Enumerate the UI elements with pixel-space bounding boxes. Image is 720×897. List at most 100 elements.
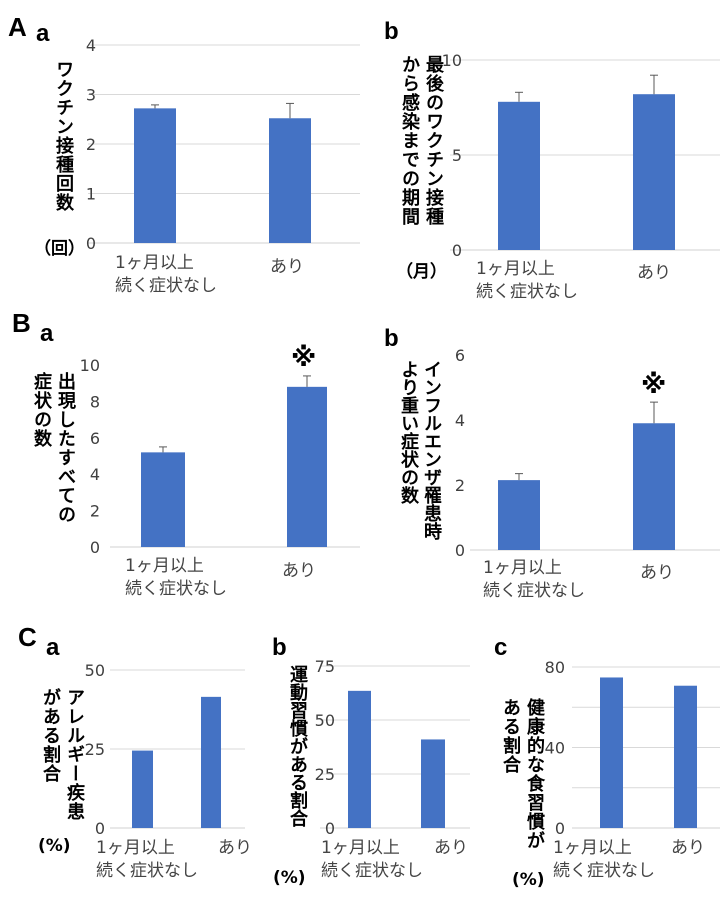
y-tick-label-Cb: 50 xyxy=(315,711,335,730)
bar-Cc-2 xyxy=(674,685,697,828)
category-line: 1ヶ月以上 xyxy=(553,838,632,858)
y-tick-label-Ab: 0 xyxy=(452,241,462,260)
y-tick-label-Ca: 0 xyxy=(95,819,105,838)
bar-Aa-1 xyxy=(134,108,176,243)
category-label-Ab-2: あり xyxy=(637,263,671,283)
category-label-Bb-2: あり xyxy=(640,563,674,583)
category-line: 1ヶ月以上 xyxy=(96,838,175,858)
bar-Cb-1 xyxy=(348,690,371,828)
bar-Bb-1 xyxy=(498,480,540,550)
category-label-Ba-1: 1ヶ月以上続く症状なし xyxy=(125,555,227,601)
category-label-Aa-1: 1ヶ月以上続く症状なし xyxy=(115,252,217,298)
ylabel-Cc-line1: 健康的な食習慣が xyxy=(524,698,545,850)
bar-Ba-1 xyxy=(141,452,185,547)
y-tick-label-Aa: 4 xyxy=(86,36,96,55)
ylabel-Bb-line2: より重い症状の数 xyxy=(398,360,419,504)
category-label-Cb-2: あり xyxy=(434,838,468,858)
y-tick-label-Cb: 75 xyxy=(315,657,335,676)
bar-Bb-2 xyxy=(633,423,675,550)
bar-Ab-2 xyxy=(633,94,675,250)
category-line: 続く症状なし xyxy=(115,276,217,296)
y-tick-label-Ba: 2 xyxy=(90,502,100,521)
y-tick-label-Cc: 0 xyxy=(555,819,565,838)
panel-label-A: A xyxy=(8,12,27,42)
category-label-Ba-2: あり xyxy=(282,561,316,581)
subpanel-label-Bb: b xyxy=(384,325,399,352)
significance-mark-Bb: ※ xyxy=(641,370,667,400)
y-tick-label-Cb: 25 xyxy=(315,765,335,784)
unit-Ca: (%) xyxy=(38,836,71,856)
subpanel-label-Cc: c xyxy=(494,634,508,661)
unit-Aa: （回） xyxy=(34,239,85,259)
category-line: 続く症状なし xyxy=(321,861,423,881)
category-line: 1ヶ月以上 xyxy=(321,838,400,858)
category-line: 続く症状なし xyxy=(483,581,585,601)
ylabel-Cc-line2: ある割合 xyxy=(500,698,521,774)
category-line: 続く症状なし xyxy=(96,861,198,881)
subpanel-label-Ba: a xyxy=(40,320,54,347)
y-tick-label-Ba: 4 xyxy=(90,465,100,484)
category-label-Bb-1: 1ヶ月以上続く症状なし xyxy=(483,557,585,603)
bar-Ca-2 xyxy=(201,696,221,828)
unit-Ab: （月） xyxy=(396,262,447,282)
y-tick-label-Aa: 1 xyxy=(86,185,96,204)
subpanel-label-Aa: a xyxy=(36,20,50,47)
category-line: 1ヶ月以上 xyxy=(483,558,562,578)
bar-Ba-2 xyxy=(287,386,327,547)
y-tick-label-Cc: 40 xyxy=(545,739,565,758)
bar-Cc-1 xyxy=(600,677,623,828)
category-line: 続く症状なし xyxy=(125,579,227,599)
ylabel-Ba-line2: 症状の数 xyxy=(31,372,52,448)
category-line: 続く症状なし xyxy=(476,282,578,302)
category-label-Ca-2: あり xyxy=(218,838,252,858)
y-tick-label-Cc: 80 xyxy=(545,658,565,677)
category-line: 1ヶ月以上 xyxy=(115,253,194,273)
ylabel-Ab-line1: 最後のワクチン接種 xyxy=(423,55,444,226)
category-line: 1ヶ月以上 xyxy=(125,556,204,576)
y-tick-label-Ca: 50 xyxy=(85,661,105,680)
unit-Cc: (%) xyxy=(512,870,545,890)
category-label-Cc-1: 1ヶ月以上続く症状なし xyxy=(553,837,655,883)
category-label-Aa-2: あり xyxy=(270,257,304,277)
category-line: 1ヶ月以上 xyxy=(476,259,555,279)
ylabel-Aa: ワクチン接種回数 xyxy=(53,60,74,212)
y-tick-label-Ca: 25 xyxy=(85,740,105,759)
category-label-Ca-1: 1ヶ月以上続く症状なし xyxy=(96,837,198,883)
y-tick-label-Ab: 5 xyxy=(452,146,462,165)
ylabel-Ca-line1: アレルギー疾患 xyxy=(64,688,85,821)
subpanel-label-Cb: b xyxy=(272,634,287,661)
subpanel-label-Ca: a xyxy=(46,634,60,661)
ylabel-Ca-line2: がある割合 xyxy=(40,688,61,783)
category-line: 続く症状なし xyxy=(553,861,655,881)
y-tick-label-Ab: 10 xyxy=(442,51,462,70)
category-label-Ab-1: 1ヶ月以上続く症状なし xyxy=(476,258,578,304)
panel-label-B: B xyxy=(12,308,31,338)
y-tick-label-Ba: 10 xyxy=(80,356,100,375)
significance-mark-Ba: ※ xyxy=(291,343,317,373)
y-tick-label-Ba: 6 xyxy=(90,429,100,448)
category-label-Cb-1: 1ヶ月以上続く症状なし xyxy=(321,837,423,883)
bar-Ab-1 xyxy=(498,101,540,250)
subpanel-label-Ab: b xyxy=(384,18,399,45)
ylabel-Bb-line1: インフルエンザ罹患時 xyxy=(421,360,442,540)
ylabel-Ba-line1: 出現したすべての xyxy=(55,372,76,524)
bar-Ca-1 xyxy=(132,750,153,828)
ylabel-Cb: 運動習慣がある割合 xyxy=(287,665,308,827)
y-tick-label-Aa: 3 xyxy=(86,86,96,105)
category-label-Cc-2: あり xyxy=(671,838,705,858)
panel-label-C: C xyxy=(18,622,37,652)
ylabel-Ab-line2: から感染までの期間 xyxy=(399,55,420,226)
y-tick-label-Aa: 0 xyxy=(86,234,96,253)
unit-Cb: (%) xyxy=(273,868,306,888)
y-tick-label-Bb: 6 xyxy=(455,346,465,365)
y-tick-label-Ba: 0 xyxy=(90,538,100,557)
y-tick-label-Cb: 0 xyxy=(325,819,335,838)
y-tick-label-Bb: 4 xyxy=(455,411,465,430)
bar-Cb-2 xyxy=(421,739,445,828)
y-tick-label-Ba: 8 xyxy=(90,392,100,411)
y-tick-label-Bb: 2 xyxy=(455,476,465,495)
y-tick-label-Aa: 2 xyxy=(86,135,96,154)
y-tick-label-Bb: 0 xyxy=(455,541,465,560)
bar-Aa-2 xyxy=(269,118,311,243)
